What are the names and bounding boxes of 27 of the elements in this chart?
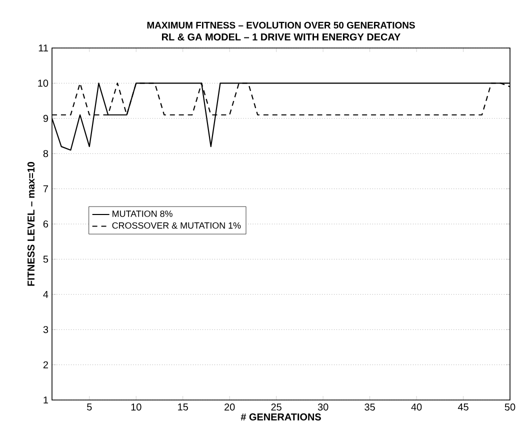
x-tick-label: 50 xyxy=(504,404,516,411)
x-axis-title: # GENERATIONS xyxy=(240,413,321,420)
y-tick-label: 4 xyxy=(43,290,48,298)
x-tick-label: 35 xyxy=(364,404,375,411)
x-tick-label: 40 xyxy=(411,404,422,411)
x-tick-label: 25 xyxy=(271,404,282,411)
legend-label: CROSSOVER & MUTATION 1% xyxy=(112,222,241,229)
x-tick-label: 15 xyxy=(178,404,188,410)
x-tick-label: 30 xyxy=(318,404,328,411)
y-tick-label: 10 xyxy=(38,80,48,87)
x-tick-label: 10 xyxy=(131,404,142,411)
y-tick-label: 5 xyxy=(43,256,48,263)
legend-label: MUTATION 8% xyxy=(112,210,172,217)
y-tick-label: 7 xyxy=(43,185,48,192)
y-tick-label: 1 xyxy=(44,396,48,404)
y-axis-title: FITNESS LEVEL – max=10 xyxy=(27,162,35,286)
x-tick-label: 20 xyxy=(224,404,235,411)
y-tick-label: 8 xyxy=(43,150,48,158)
x-tick-label: 5 xyxy=(87,404,92,410)
chart-subtitle: RL & GA MODEL – 1 DRIVE WITH ENERGY DECAY xyxy=(162,33,400,40)
y-tick-label: 9 xyxy=(43,114,48,122)
y-tick-label: 3 xyxy=(43,326,48,334)
x-tick-label: 45 xyxy=(458,404,468,410)
y-tick-label: 2 xyxy=(43,361,48,368)
y-tick-label: 11 xyxy=(38,44,48,52)
y-tick-label: 6 xyxy=(43,220,48,228)
chart-title: MAXIMUM FITNESS – EVOLUTION OVER 50 GENERATIONS xyxy=(147,22,415,29)
